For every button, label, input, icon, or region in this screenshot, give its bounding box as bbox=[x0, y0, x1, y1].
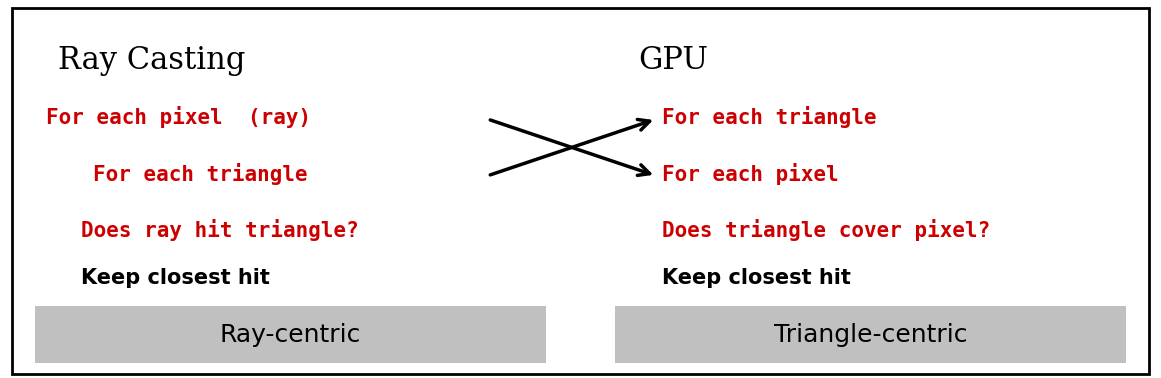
FancyBboxPatch shape bbox=[35, 306, 546, 363]
Text: Triangle-centric: Triangle-centric bbox=[774, 322, 967, 347]
Text: Does triangle cover pixel?: Does triangle cover pixel? bbox=[662, 219, 990, 241]
Text: For each triangle: For each triangle bbox=[662, 106, 877, 128]
Text: For each pixel: For each pixel bbox=[662, 163, 838, 184]
Text: For each triangle: For each triangle bbox=[93, 163, 308, 184]
FancyBboxPatch shape bbox=[12, 8, 1149, 374]
Text: Keep closest hit: Keep closest hit bbox=[81, 268, 271, 288]
Text: Does ray hit triangle?: Does ray hit triangle? bbox=[81, 219, 359, 241]
Text: For each pixel  (ray): For each pixel (ray) bbox=[46, 106, 311, 128]
Text: Keep closest hit: Keep closest hit bbox=[662, 268, 851, 288]
FancyBboxPatch shape bbox=[615, 306, 1126, 363]
Text: Ray Casting: Ray Casting bbox=[58, 45, 245, 76]
Text: Ray-centric: Ray-centric bbox=[219, 322, 361, 347]
Text: GPU: GPU bbox=[639, 45, 708, 76]
